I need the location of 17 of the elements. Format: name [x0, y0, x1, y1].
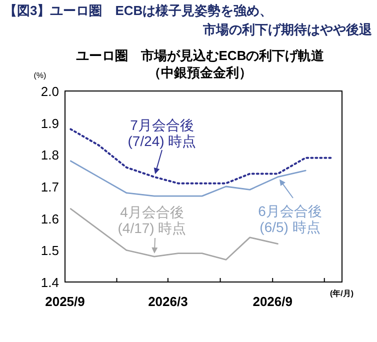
legend-label: 6月会合後 (6/5) 時点: [258, 203, 322, 235]
x-tick-label: 2025/9: [45, 294, 85, 309]
title: 【図3】ユーロ圏 ECBは様子見姿勢を強め、市場の利下げ期待はやや後退: [4, 3, 372, 37]
x-tick-label: 2026/9: [252, 294, 292, 309]
subtitle: ユーロ圏 市場が見込むECBの利下げ軌道（中銀預金金利）: [76, 48, 324, 80]
y-axis-title: (%): [34, 71, 47, 80]
y-tick-label: 2.0: [40, 84, 59, 99]
series-label: 7月会合後 (7/24) 時点: [128, 117, 196, 149]
y-tick-label: 1.4: [40, 275, 59, 290]
y-tick-label: 1.8: [40, 148, 59, 163]
x-axis-title: (年/月): [330, 289, 354, 298]
y-tick-label: 1.9: [40, 116, 59, 131]
series-label: 4月会合後 (4/17) 時点: [118, 204, 186, 236]
y-tick-label: 1.6: [40, 211, 59, 226]
x-tick-label: 2026/3: [148, 294, 188, 309]
y-tick-label: 1.7: [40, 180, 59, 194]
y-tick-label: 1.5: [40, 243, 59, 258]
